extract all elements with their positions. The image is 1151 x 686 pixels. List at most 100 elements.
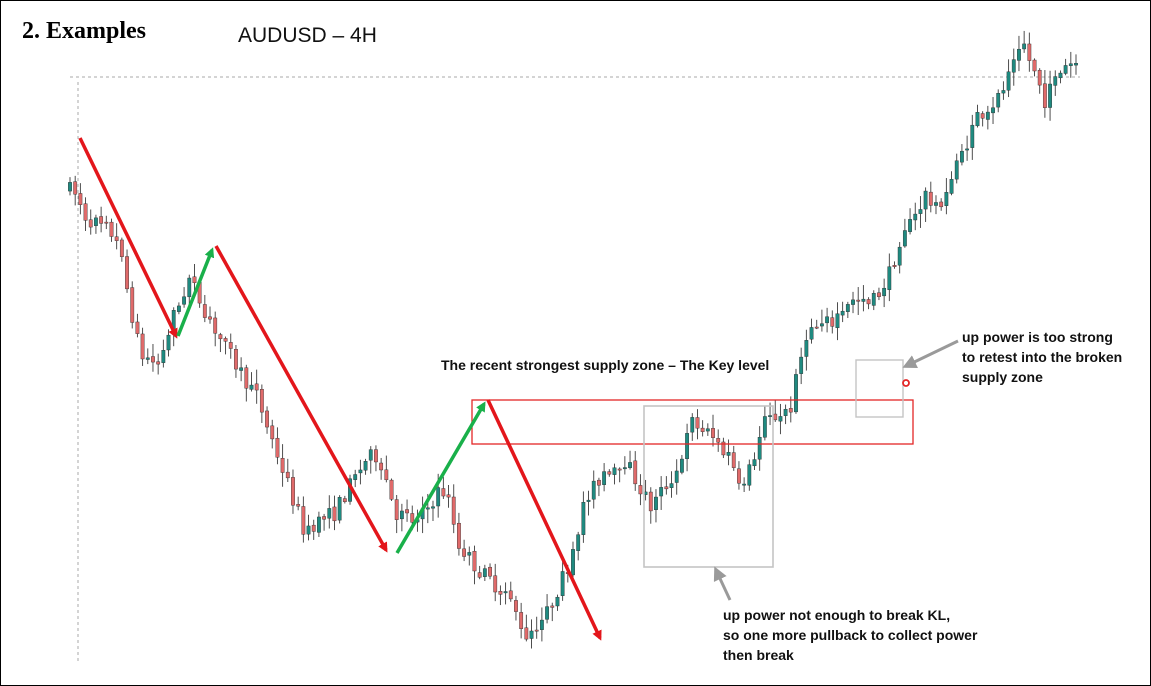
bullish-candle [913,213,918,221]
bullish-candle [840,310,845,316]
bullish-candle [363,461,368,471]
bearish-candle [519,612,524,629]
bullish-candle [529,630,534,639]
strong-power-line-1: up power is too strong [962,329,1113,345]
bearish-candle [379,462,384,471]
bullish-candle [1001,90,1006,94]
bearish-candle [140,333,145,360]
bullish-candle [545,606,549,620]
up-swing-arrow-1 [176,247,215,337]
bullish-candle [679,458,684,473]
bearish-candle [877,292,881,297]
bullish-candle [851,299,855,305]
bearish-candle [296,504,301,507]
bullish-candle [669,483,674,488]
bullish-candle [820,323,824,327]
bearish-candle [524,627,529,640]
bullish-candle [431,506,435,509]
key-level-label: The recent strongest supply zone – The K… [441,355,769,375]
bearish-candle [508,590,513,600]
bearish-candle [332,506,337,522]
bullish-candle [327,508,332,519]
section-title: 2. Examples [22,18,147,44]
bullish-candle [622,467,627,470]
bearish-candle [208,316,212,320]
bullish-candle [908,219,912,232]
bullish-candle [436,487,441,507]
bearish-candle [1037,69,1042,86]
bearish-candle [711,428,715,438]
bearish-candle [814,326,819,329]
bullish-candle [571,549,575,576]
bearish-candle [109,221,114,237]
up-swing-arrow-2 [395,401,486,554]
bullish-candle [825,316,829,324]
bearish-candle [104,221,109,224]
bullish-candle [970,124,975,148]
weak-power-note: up power not enough to break KL, so one … [723,605,977,665]
chart-title: AUDUSD – 4H [238,24,377,47]
bearish-candle [514,600,518,612]
bearish-candle [202,304,207,318]
bullish-candle [503,591,508,594]
weak-power-line-2: so one more pullback to collect power [723,627,978,643]
bearish-candle [773,413,778,421]
bullish-candle [871,293,876,306]
bullish-candle [628,462,632,469]
bullish-candle [944,192,949,206]
bullish-candle [358,469,363,474]
bearish-candle [275,437,280,458]
weak-power-line-1: up power not enough to break KL, [723,607,951,623]
bullish-candle [659,487,664,497]
bullish-candle [176,305,181,312]
bearish-candle [374,449,378,463]
bullish-candle [306,525,311,535]
bullish-candle [996,93,1001,108]
bearish-candle [114,236,119,241]
bearish-candle [234,349,238,370]
strong-power-line-2: to retest into the broken [962,349,1123,365]
retest-box [855,359,904,418]
bullish-candle [918,209,923,214]
bullish-candle [965,148,970,151]
bearish-candle [617,468,622,471]
bearish-candle [700,427,705,432]
key-level-text: The recent strongest supply zone – The K… [441,357,770,373]
bullish-candle [954,160,959,180]
bullish-candle [482,568,487,577]
bearish-candle [228,342,233,349]
bullish-candle [783,408,788,416]
bullish-candle [768,415,772,417]
bullish-candle [991,107,995,114]
bearish-candle [280,458,285,473]
bullish-candle [602,471,607,485]
pointer-arrow-weak-power [713,566,732,601]
bullish-candle [654,496,658,510]
bearish-candle [1032,59,1037,72]
bearish-candle [737,468,741,484]
bullish-candle [1058,72,1063,79]
bearish-candle [472,550,477,572]
bearish-candle [928,191,933,206]
bullish-candle [1063,65,1068,74]
bullish-candle [861,298,866,302]
bullish-candle [68,182,72,192]
bearish-candle [83,203,88,221]
bearish-candle [156,361,161,365]
down-swing-arrow-3 [486,399,602,641]
bullish-candle [560,571,565,596]
bullish-candle [145,357,150,360]
bullish-candle [1022,43,1027,50]
bullish-candle [752,459,757,467]
bearish-candle [218,334,223,340]
bearish-candle [322,516,326,520]
strong-power-note: up power is too strong to retest into th… [962,327,1122,387]
bullish-candle [949,179,954,194]
bearish-candle [259,389,264,413]
bearish-candle [721,441,726,456]
bullish-candle [317,516,321,533]
bearish-candle [939,201,944,208]
bearish-candle [633,460,638,485]
